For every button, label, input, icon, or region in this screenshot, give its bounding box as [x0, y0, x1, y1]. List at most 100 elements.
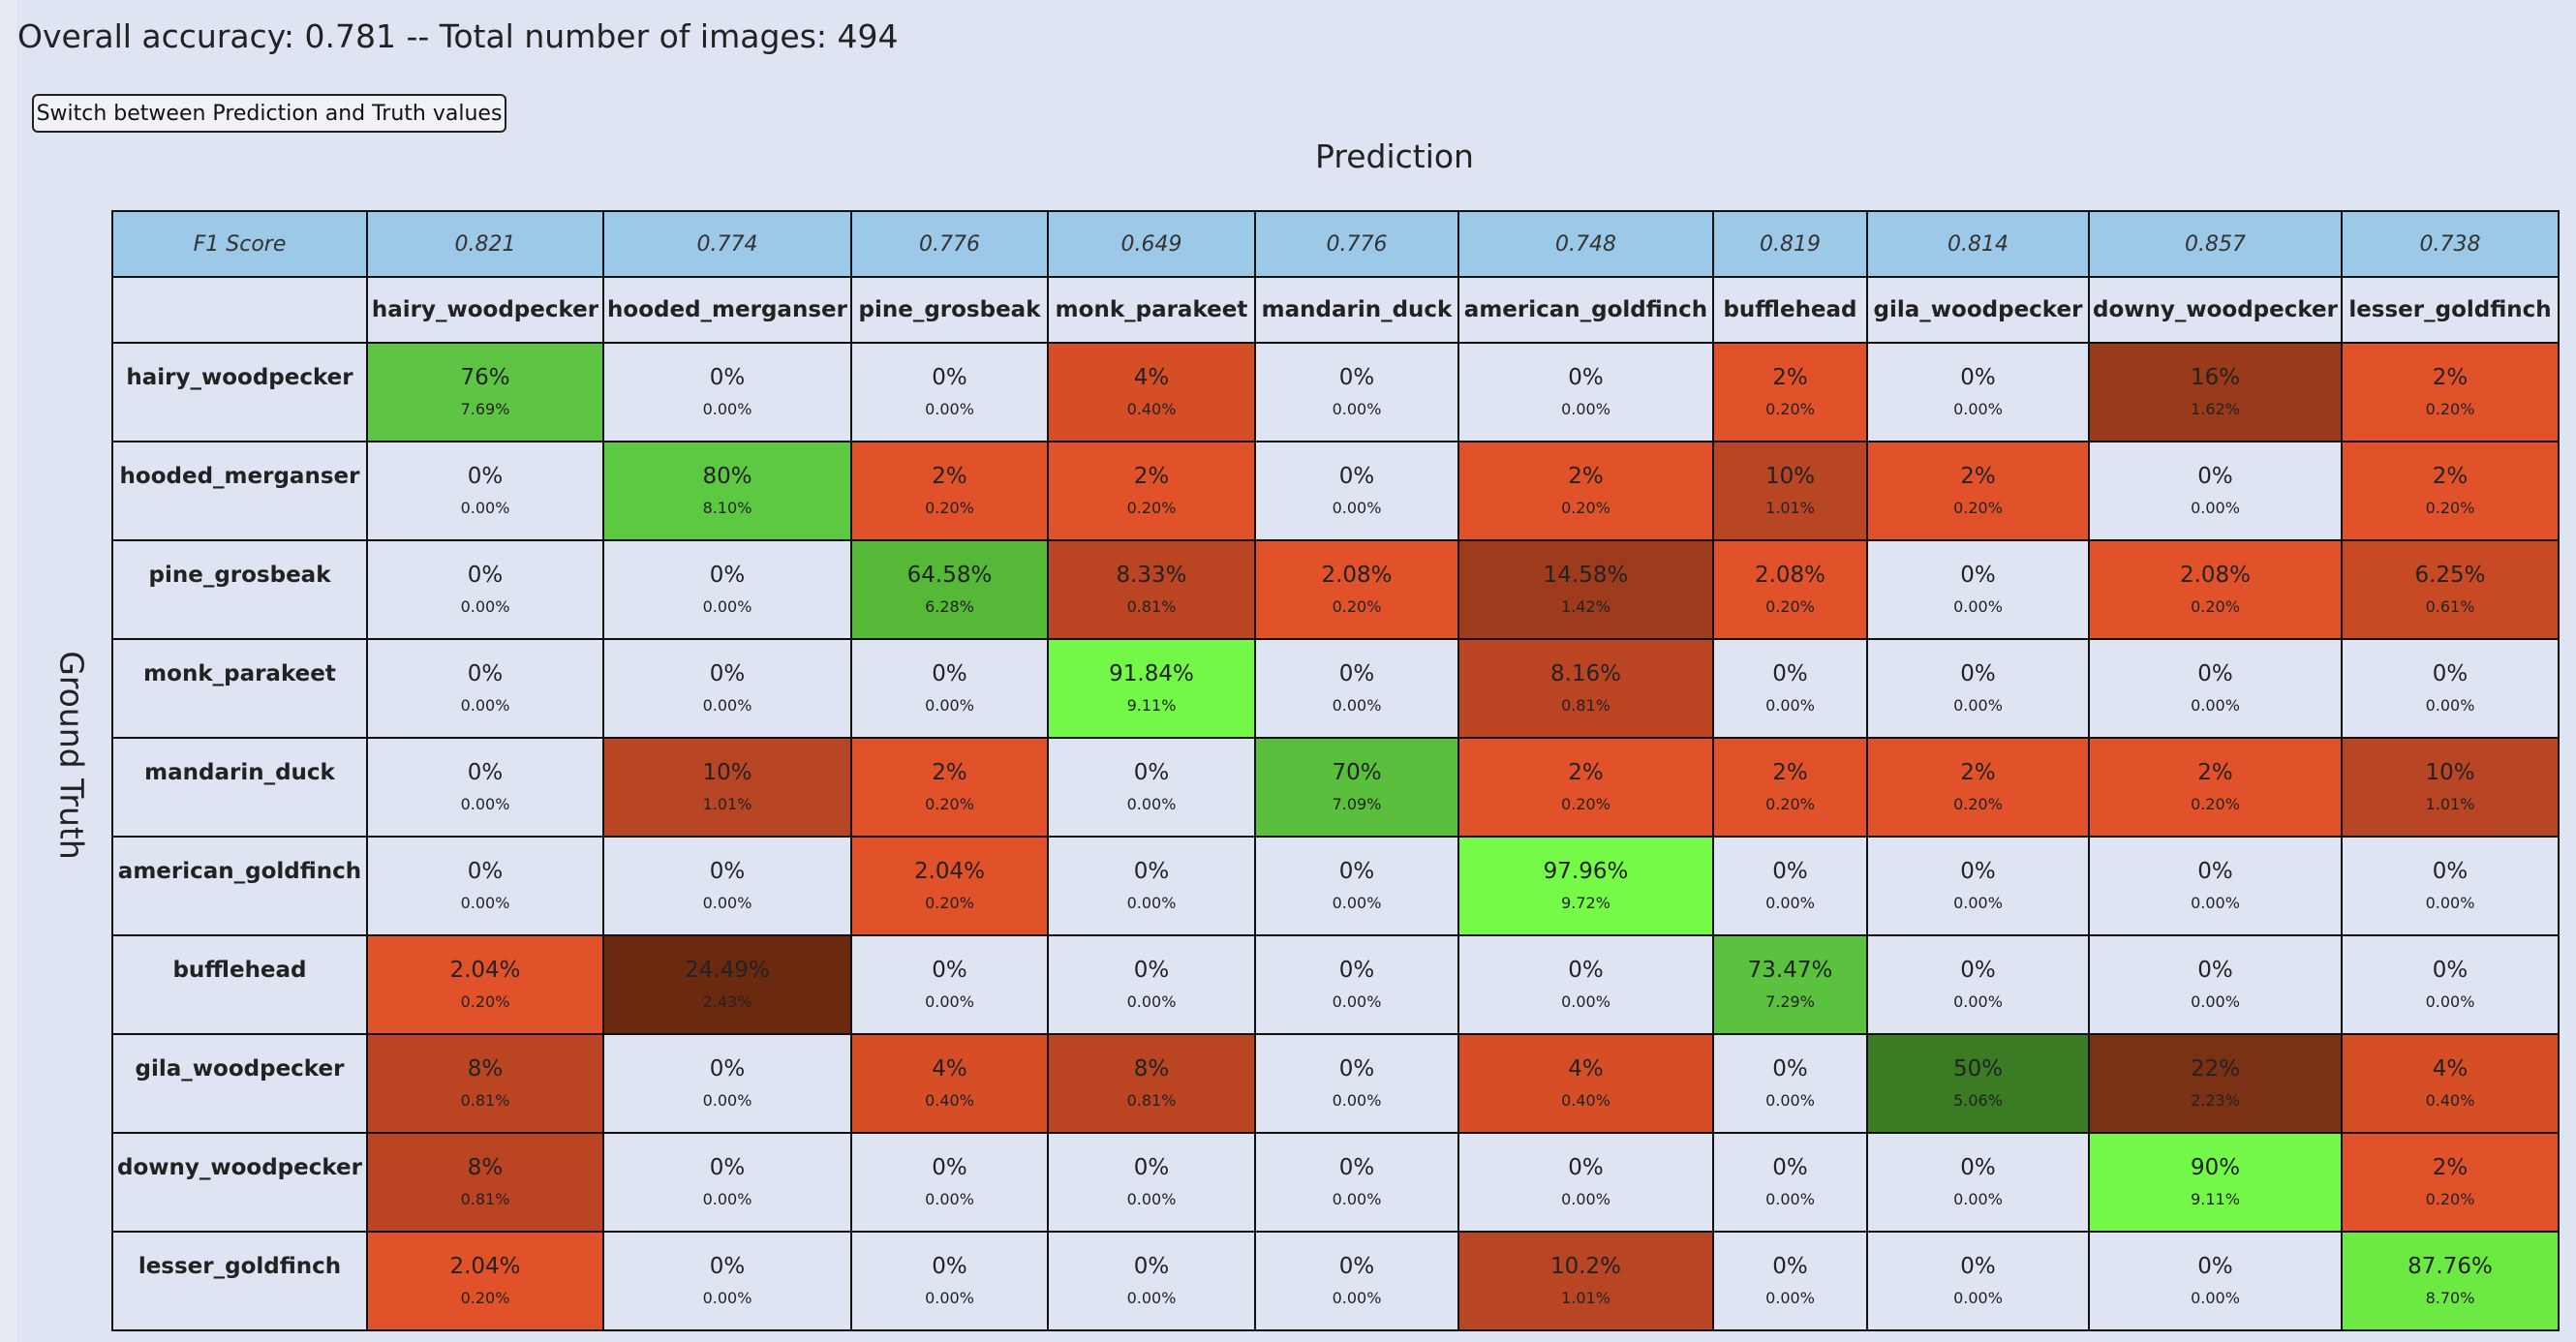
cell-percentage: 2.08% [1321, 563, 1393, 588]
matrix-cell: 2% 0.20% [2088, 737, 2343, 838]
row-label-pine-grosbeak: pine_grosbeak [111, 539, 368, 640]
cell-fraction: 0.00% [702, 1091, 752, 1110]
matrix-cell: 2.04% 0.20% [850, 836, 1049, 936]
cell-fraction: 0.00% [702, 1289, 752, 1307]
cell-percentage: 6.25% [2414, 563, 2486, 588]
matrix-cell: 0% 0.00% [366, 836, 604, 936]
cell-fraction: 0.20% [1765, 795, 1815, 813]
matrix-cell: 10% 1.01% [1712, 441, 1868, 541]
f1-score-cell: 0.776 [1254, 210, 1459, 278]
cell-percentage: 4% [2432, 1056, 2469, 1082]
cell-fraction: 0.20% [1953, 795, 2003, 813]
cell-percentage: 0% [932, 661, 967, 686]
matrix-cell: 70% 7.09% [1254, 737, 1459, 838]
cell-percentage: 0% [1338, 958, 1375, 983]
f1-score-row: F1 Score 0.821 0.774 0.776 0.649 0.776 0.748 0.… [111, 210, 2560, 278]
matrix-cell: 2% 0.20% [1457, 441, 1714, 541]
matrix-cell: 91.84% 9.11% [1047, 638, 1256, 739]
matrix-row: american_goldfinch 0% 0.00% 0% 0.00% 2.04% 0.2… [111, 836, 2560, 936]
cell-fraction: 0.00% [702, 1190, 752, 1208]
cell-percentage: 0% [1338, 1254, 1375, 1279]
switch-values-button[interactable]: Switch between Prediction and Truth valu… [32, 94, 506, 133]
matrix-cell: 0% 0.00% [1254, 342, 1459, 442]
cell-fraction: 0.00% [2425, 992, 2475, 1011]
cell-percentage: 0% [1338, 1056, 1375, 1082]
matrix-cell: 0% 0.00% [602, 1033, 852, 1134]
matrix-cell: 0% 0.00% [1712, 1033, 1868, 1134]
matrix-cell: 2% 0.20% [1866, 441, 2090, 541]
cell-percentage: 70% [1332, 760, 1382, 785]
cell-percentage: 0% [2197, 1254, 2233, 1279]
row-label-hooded-merganser: hooded_merganser [111, 441, 368, 541]
f1-score-cell: 0.857 [2088, 210, 2343, 278]
matrix-cell: 0% 0.00% [1866, 836, 2090, 936]
cell-percentage: 0% [1568, 958, 1604, 983]
cell-fraction: 0.00% [1953, 894, 2003, 912]
matrix-cell: 22% 2.23% [2088, 1033, 2343, 1134]
f1-score-label: F1 Score [111, 210, 368, 278]
cell-fraction: 0.20% [1332, 597, 1382, 616]
matrix-row: downy_woodpecker 8% 0.81% 0% 0.00% 0% 0.00% 0% 0… [111, 1132, 2560, 1233]
cell-fraction: 1.62% [2191, 400, 2240, 418]
matrix-cell: 4% 0.40% [2341, 1033, 2560, 1134]
cell-percentage: 91.84% [1109, 661, 1194, 686]
cell-fraction: 2.43% [702, 992, 752, 1011]
matrix-cell: 90% 9.11% [2088, 1132, 2343, 1233]
matrix-cell: 0% 0.00% [1254, 1033, 1459, 1134]
matrix-cell: 8.33% 0.81% [1047, 539, 1256, 640]
cell-fraction: 0.00% [1332, 894, 1382, 912]
cell-percentage: 0% [1772, 1254, 1808, 1279]
column-header-downy-woodpecker: downy_woodpecker [2088, 276, 2343, 344]
cell-percentage: 2.04% [449, 1254, 521, 1279]
matrix-cell: 0% 0.00% [1047, 1231, 1256, 1331]
matrix-cell: 2.04% 0.20% [366, 934, 604, 1035]
matrix-cell: 2% 0.20% [1866, 737, 2090, 838]
cell-percentage: 2% [1960, 760, 1996, 785]
cell-percentage: 0% [1960, 563, 1996, 588]
matrix-cell: 0% 0.00% [1712, 836, 1868, 936]
cell-percentage: 16% [2190, 365, 2241, 390]
cell-fraction: 0.00% [1332, 1289, 1382, 1307]
matrix-cell: 2% 0.20% [850, 737, 1049, 838]
matrix-cell: 2.08% 0.20% [1254, 539, 1459, 640]
cell-percentage: 0% [1960, 958, 1996, 983]
cell-percentage: 2% [1960, 464, 1996, 489]
f1-score-cell: 0.776 [850, 210, 1049, 278]
cell-fraction: 0.00% [1561, 1190, 1610, 1208]
matrix-row: mandarin_duck 0% 0.00% 10% 1.01% 2% 0.20% 0% 0.0… [111, 737, 2560, 838]
cell-percentage: 4% [1568, 1056, 1604, 1082]
row-label-downy-woodpecker: downy_woodpecker [111, 1132, 368, 1233]
matrix-cell: 50% 5.06% [1866, 1033, 2090, 1134]
cell-percentage: 0% [2197, 464, 2233, 489]
matrix-cell: 2% 0.20% [1047, 441, 1256, 541]
cell-fraction: 0.00% [702, 597, 752, 616]
cell-percentage: 4% [932, 1056, 967, 1082]
matrix-cell: 0% 0.00% [1254, 638, 1459, 739]
cell-fraction: 9.72% [1561, 894, 1610, 912]
confusion-matrix-table: F1 Score 0.821 0.774 0.776 0.649 0.776 0.748 0.… [111, 210, 2560, 1331]
matrix-cell: 0% 0.00% [366, 441, 604, 541]
cell-percentage: 0% [932, 1155, 967, 1180]
cell-percentage: 2% [2432, 1155, 2469, 1180]
cell-fraction: 8.70% [2425, 1289, 2475, 1307]
cell-fraction: 0.00% [1765, 1190, 1815, 1208]
cell-percentage: 4% [1133, 365, 1170, 390]
cell-fraction: 1.01% [702, 795, 752, 813]
matrix-cell: 0% 0.00% [2088, 836, 2343, 936]
row-label-lesser-goldfinch: lesser_goldfinch [111, 1231, 368, 1331]
cell-fraction: 0.20% [1765, 400, 1815, 418]
matrix-cell: 10.2% 1.01% [1457, 1231, 1714, 1331]
matrix-cell: 87.76% 8.70% [2341, 1231, 2560, 1331]
cell-percentage: 0% [709, 1056, 746, 1082]
cell-fraction: 0.20% [925, 499, 974, 517]
cell-percentage: 87.76% [2407, 1254, 2493, 1279]
cell-percentage: 0% [1133, 1254, 1170, 1279]
matrix-cell: 0% 0.00% [1047, 737, 1256, 838]
cell-fraction: 0.40% [1561, 1091, 1610, 1110]
cell-fraction: 0.00% [2425, 696, 2475, 715]
cell-percentage: 0% [1338, 661, 1375, 686]
cell-percentage: 0% [2432, 661, 2469, 686]
cell-percentage: 0% [1772, 661, 1808, 686]
matrix-cell: 0% 0.00% [602, 342, 852, 442]
matrix-cell: 0% 0.00% [2341, 836, 2560, 936]
